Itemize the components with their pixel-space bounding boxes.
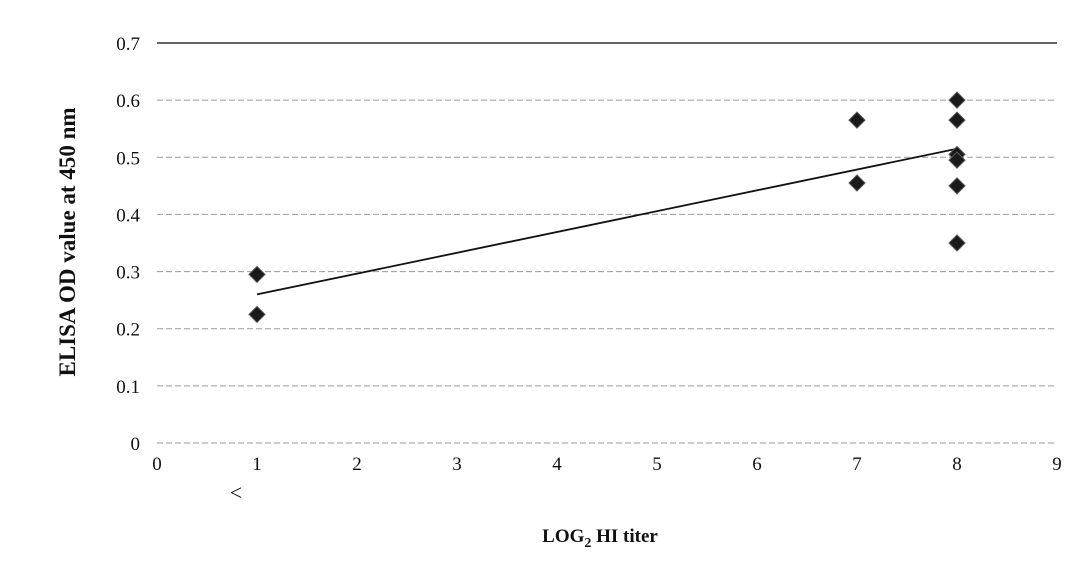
x-tick-label: 0	[152, 454, 162, 475]
x-tick-label: 5	[652, 454, 662, 475]
x-tick-label: 3	[452, 454, 462, 475]
y-tick-label: 0.3	[116, 263, 140, 284]
x-axis-label: LOG2 HI titer	[542, 526, 658, 551]
data-points	[248, 91, 966, 324]
data-point	[948, 177, 966, 195]
x-tick-label: 7	[852, 454, 862, 475]
y-tick-label: 0	[131, 434, 141, 455]
data-point	[248, 305, 266, 324]
data-point	[948, 111, 966, 129]
x-tick-label: 4	[552, 454, 562, 475]
y-tick-labels: 0 0.1 0.2 0.3 0.4 0.5 0.6 0.7	[116, 34, 140, 455]
x-tick-label: 8	[952, 454, 962, 475]
x-tick-label: 6	[752, 454, 762, 475]
y-tick-label: 0.1	[116, 377, 140, 398]
y-tick-label: 0.6	[116, 91, 140, 112]
trendline-group	[256, 147, 958, 296]
data-point	[848, 174, 866, 192]
x-axis-label-subscript: 2	[584, 536, 591, 551]
x-tick-label: 9	[1052, 454, 1062, 475]
x-tick-label: 2	[352, 454, 362, 475]
data-point	[248, 265, 266, 284]
data-point	[948, 151, 966, 169]
y-tick-label: 0.5	[116, 148, 140, 169]
y-axis-label: ELISA OD value at 450 nm	[55, 107, 80, 376]
data-point	[948, 91, 966, 109]
data-point	[848, 111, 866, 129]
less-than-annotation: <	[230, 480, 242, 505]
x-tick-labels: 0 1 2 3 4 5 6 7 8 9	[152, 454, 1062, 475]
data-point	[948, 234, 966, 252]
x-axis-label-suffix: HI titer	[591, 526, 658, 547]
y-tick-label: 0.2	[116, 320, 140, 341]
trendline	[256, 147, 958, 296]
x-tick-label: 1	[252, 454, 262, 475]
y-tick-label: 0.4	[116, 205, 140, 226]
x-axis-label-prefix: LOG	[542, 526, 584, 547]
gridlines	[157, 42, 1057, 444]
y-tick-label: 0.7	[116, 34, 140, 55]
